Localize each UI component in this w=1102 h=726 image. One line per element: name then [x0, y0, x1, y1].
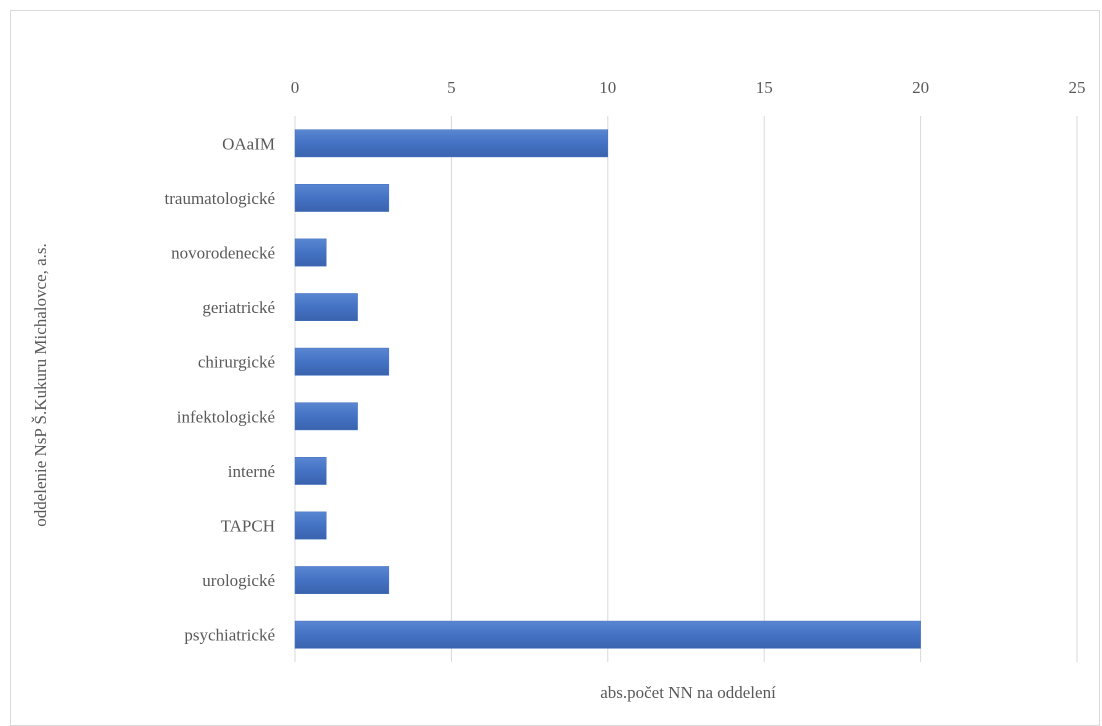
bar-5: [294, 347, 390, 376]
gridlines: [294, 116, 1078, 662]
x-tick-label: 25: [1069, 78, 1086, 97]
bar-3: [294, 238, 327, 267]
category-label: TAPCH: [221, 517, 275, 536]
category-label: geriatrické: [202, 298, 275, 317]
x-tick-label: 15: [756, 78, 773, 97]
category-label: chirurgické: [198, 353, 275, 372]
chart-frame: [10, 10, 1100, 726]
bar-2: [294, 184, 390, 212]
category-labels: OAaIM traumatologické novorodenecké geriatr…: [165, 134, 275, 644]
x-tick-label: 5: [447, 78, 456, 97]
bar-7: [294, 457, 327, 485]
x-tick-label: 10: [599, 78, 616, 97]
category-label: urologické: [202, 571, 275, 590]
y-axis-title: oddelenie NsP Š.Kukuru Michalovce, a.s.: [31, 243, 50, 527]
category-label: interné: [228, 462, 275, 481]
bars: [294, 129, 921, 649]
category-label: infektologické: [177, 407, 275, 426]
bar-9: [294, 566, 390, 595]
bar-8: [294, 511, 327, 540]
x-axis-title: abs.počet NN na oddelení: [600, 683, 776, 702]
bar-6: [294, 402, 358, 431]
x-tick-labels: 0 5 10 15 20 25: [291, 78, 1086, 97]
bar-10: [294, 620, 921, 649]
category-label: traumatologické: [165, 189, 275, 208]
category-label: novorodenecké: [171, 244, 275, 263]
bar-4: [294, 293, 358, 322]
x-tick-label: 20: [912, 78, 929, 97]
x-tick-label: 0: [291, 78, 300, 97]
category-label: OAaIM: [222, 134, 275, 153]
bar-1: [294, 129, 609, 158]
category-label: psychiatrické: [184, 626, 275, 645]
